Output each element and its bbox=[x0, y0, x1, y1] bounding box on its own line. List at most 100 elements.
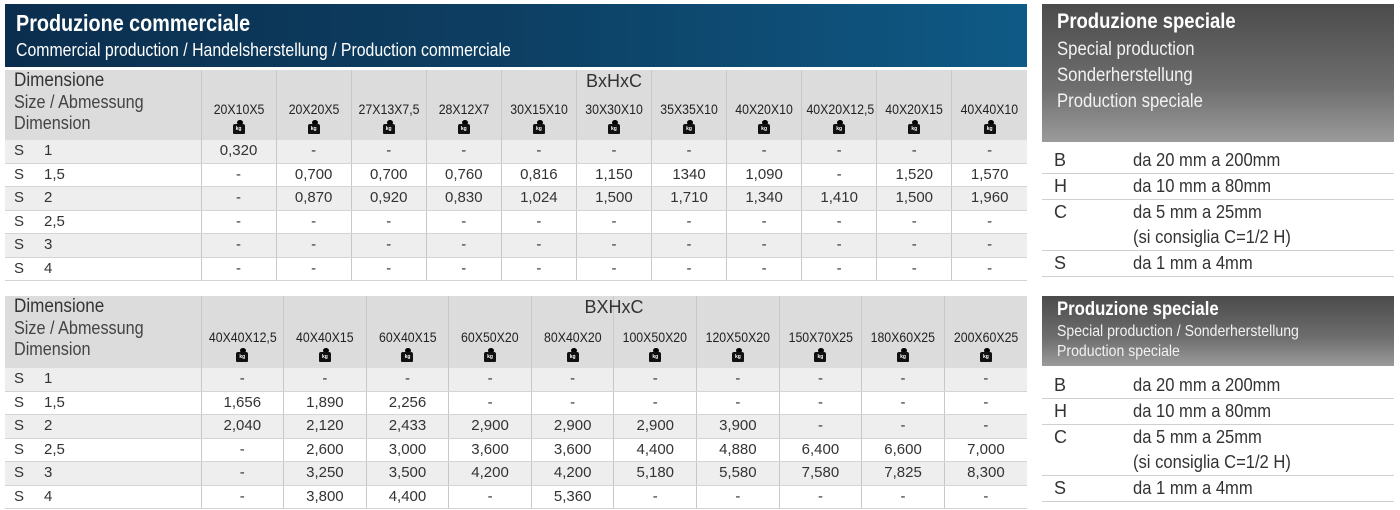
table-cell: - bbox=[200, 233, 277, 258]
special-line: Special production bbox=[1057, 39, 1195, 60]
header-subtitle: Commercial production / Handelsherstellu… bbox=[16, 40, 511, 60]
table-cell: - bbox=[861, 485, 945, 509]
table-cell: 2,900 bbox=[530, 414, 614, 439]
table-cell: 4,200 bbox=[530, 461, 614, 486]
table-row: S 2,5- - - - - - - - - - - bbox=[5, 210, 1027, 234]
special-line: Sonderherstellung bbox=[1057, 65, 1193, 86]
column-header: 60X50X20 kg bbox=[448, 296, 532, 368]
table-cell: - bbox=[575, 257, 652, 281]
table-cell: - bbox=[200, 210, 277, 234]
kg-icon-text: kg bbox=[236, 352, 249, 362]
header-title: Produzione commerciale bbox=[16, 10, 251, 36]
column-name: 120X50X20 bbox=[705, 329, 771, 345]
commercial-production-header: Produzione commerciale Commercial produc… bbox=[5, 4, 1027, 67]
row-thickness: 2 bbox=[44, 189, 53, 207]
row-s-letter: S bbox=[14, 236, 25, 254]
spec-key: H bbox=[1054, 401, 1067, 421]
table-cell: 1,410 bbox=[801, 186, 877, 211]
special-line: Production speciale bbox=[1057, 343, 1180, 360]
table-cell: 0,830 bbox=[425, 186, 502, 211]
row-thickness: 2 bbox=[44, 417, 53, 435]
weight-kg-icon: kg bbox=[232, 120, 245, 134]
table-cell: - bbox=[350, 257, 427, 281]
spec-value: da 1 mm a 4mm bbox=[1133, 478, 1253, 498]
table-cell: 0,870 bbox=[275, 186, 352, 211]
row-thickness: 2,5 bbox=[44, 212, 65, 230]
table-cell: 8,300 bbox=[943, 461, 1027, 486]
table-cell: 7,580 bbox=[778, 461, 862, 486]
dimension-label-line: Size / Abmessung bbox=[14, 92, 144, 112]
commercial-table-1: Dimensione Size / Abmessung Dimension 20X10… bbox=[5, 70, 1027, 281]
column-name: 35X35X10 bbox=[660, 101, 718, 117]
table-cell: - bbox=[365, 368, 449, 392]
column-name: 200X60X25 bbox=[953, 329, 1019, 345]
special-line: Special production / Sonderherstellung bbox=[1057, 323, 1299, 340]
column-name: 150X70X25 bbox=[788, 329, 853, 345]
special-title: Produzione speciale bbox=[1057, 10, 1236, 33]
table-cell: - bbox=[613, 485, 697, 509]
column-header: 30X15X10 kg bbox=[500, 70, 577, 140]
weight-kg-icon: kg bbox=[307, 120, 320, 134]
column-name: 40X20X10 bbox=[735, 101, 793, 117]
table-cell: 0,700 bbox=[275, 163, 352, 187]
table-row: S 1,5 1,656 1,890 2,256- - - - - - - bbox=[5, 391, 1027, 415]
row-thickness: 1 bbox=[44, 370, 53, 388]
table-cell: 6,600 bbox=[861, 438, 945, 462]
table-cell: - bbox=[726, 140, 802, 164]
spec-key: C bbox=[1054, 202, 1067, 222]
table-cell: - bbox=[801, 140, 877, 164]
table-cell: 1,656 bbox=[200, 391, 284, 415]
kg-icon-text: kg bbox=[382, 124, 395, 134]
column-name: 180X60X25 bbox=[870, 329, 936, 345]
weight-kg-icon: kg bbox=[401, 348, 414, 362]
row-label: S 2,5 bbox=[5, 210, 202, 234]
row-thickness: 3 bbox=[44, 464, 53, 482]
column-name: 27X13X7,5 bbox=[358, 101, 420, 117]
special-production-header-2: Produzione speciale Special production /… bbox=[1042, 296, 1394, 366]
table-cell: 5,580 bbox=[696, 461, 780, 486]
kg-icon-text: kg bbox=[833, 124, 846, 134]
table-cell: - bbox=[876, 210, 952, 234]
kg-icon-text: kg bbox=[307, 124, 320, 134]
column-header: 150X70X25 kg bbox=[778, 296, 862, 368]
weight-kg-icon: kg bbox=[649, 348, 662, 362]
table-cell: 2,900 bbox=[613, 414, 697, 439]
column-header: 30X30X10 kg bbox=[575, 70, 652, 140]
row-s-letter: S bbox=[14, 370, 25, 388]
table-cell: 7,825 bbox=[861, 461, 945, 486]
table-cell: 1,090 bbox=[726, 163, 802, 187]
column-header: 20X10X5 kg bbox=[200, 70, 277, 140]
table-cell: 1,570 bbox=[951, 163, 1027, 187]
table-cell: - bbox=[726, 257, 802, 281]
table-cell: - bbox=[425, 257, 502, 281]
table-cell: - bbox=[876, 257, 952, 281]
column-name: 40X20X12,5 bbox=[806, 101, 875, 117]
table-cell: - bbox=[448, 391, 532, 415]
table-cell: - bbox=[530, 391, 614, 415]
table-cell: - bbox=[650, 257, 727, 281]
column-name: 80X40X20 bbox=[543, 329, 602, 345]
kg-icon-text: kg bbox=[814, 352, 827, 362]
column-header: 120X50X20 kg bbox=[696, 296, 780, 368]
spec-note: (si consiglia C=1/2 H) bbox=[1133, 452, 1291, 472]
row-s-letter: S bbox=[14, 212, 25, 230]
table-cell: - bbox=[726, 233, 802, 258]
table-cell: - bbox=[951, 140, 1027, 164]
weight-kg-icon: kg bbox=[607, 120, 620, 134]
row-s-letter: S bbox=[14, 487, 25, 505]
table-cell: - bbox=[425, 233, 502, 258]
column-name: 60X40X15 bbox=[378, 329, 437, 345]
weight-kg-icon: kg bbox=[833, 120, 846, 134]
table-cell: 4,200 bbox=[448, 461, 532, 486]
table-row: S 2,5-2,600 3,000 3,600 3,600 4,400 4,880 6,400… bbox=[5, 438, 1027, 462]
spec-key: B bbox=[1054, 150, 1067, 170]
kg-icon-text: kg bbox=[484, 352, 497, 362]
spec-key: C bbox=[1054, 427, 1067, 447]
table-cell: 3,500 bbox=[365, 461, 449, 486]
table-cell: - bbox=[500, 233, 577, 258]
